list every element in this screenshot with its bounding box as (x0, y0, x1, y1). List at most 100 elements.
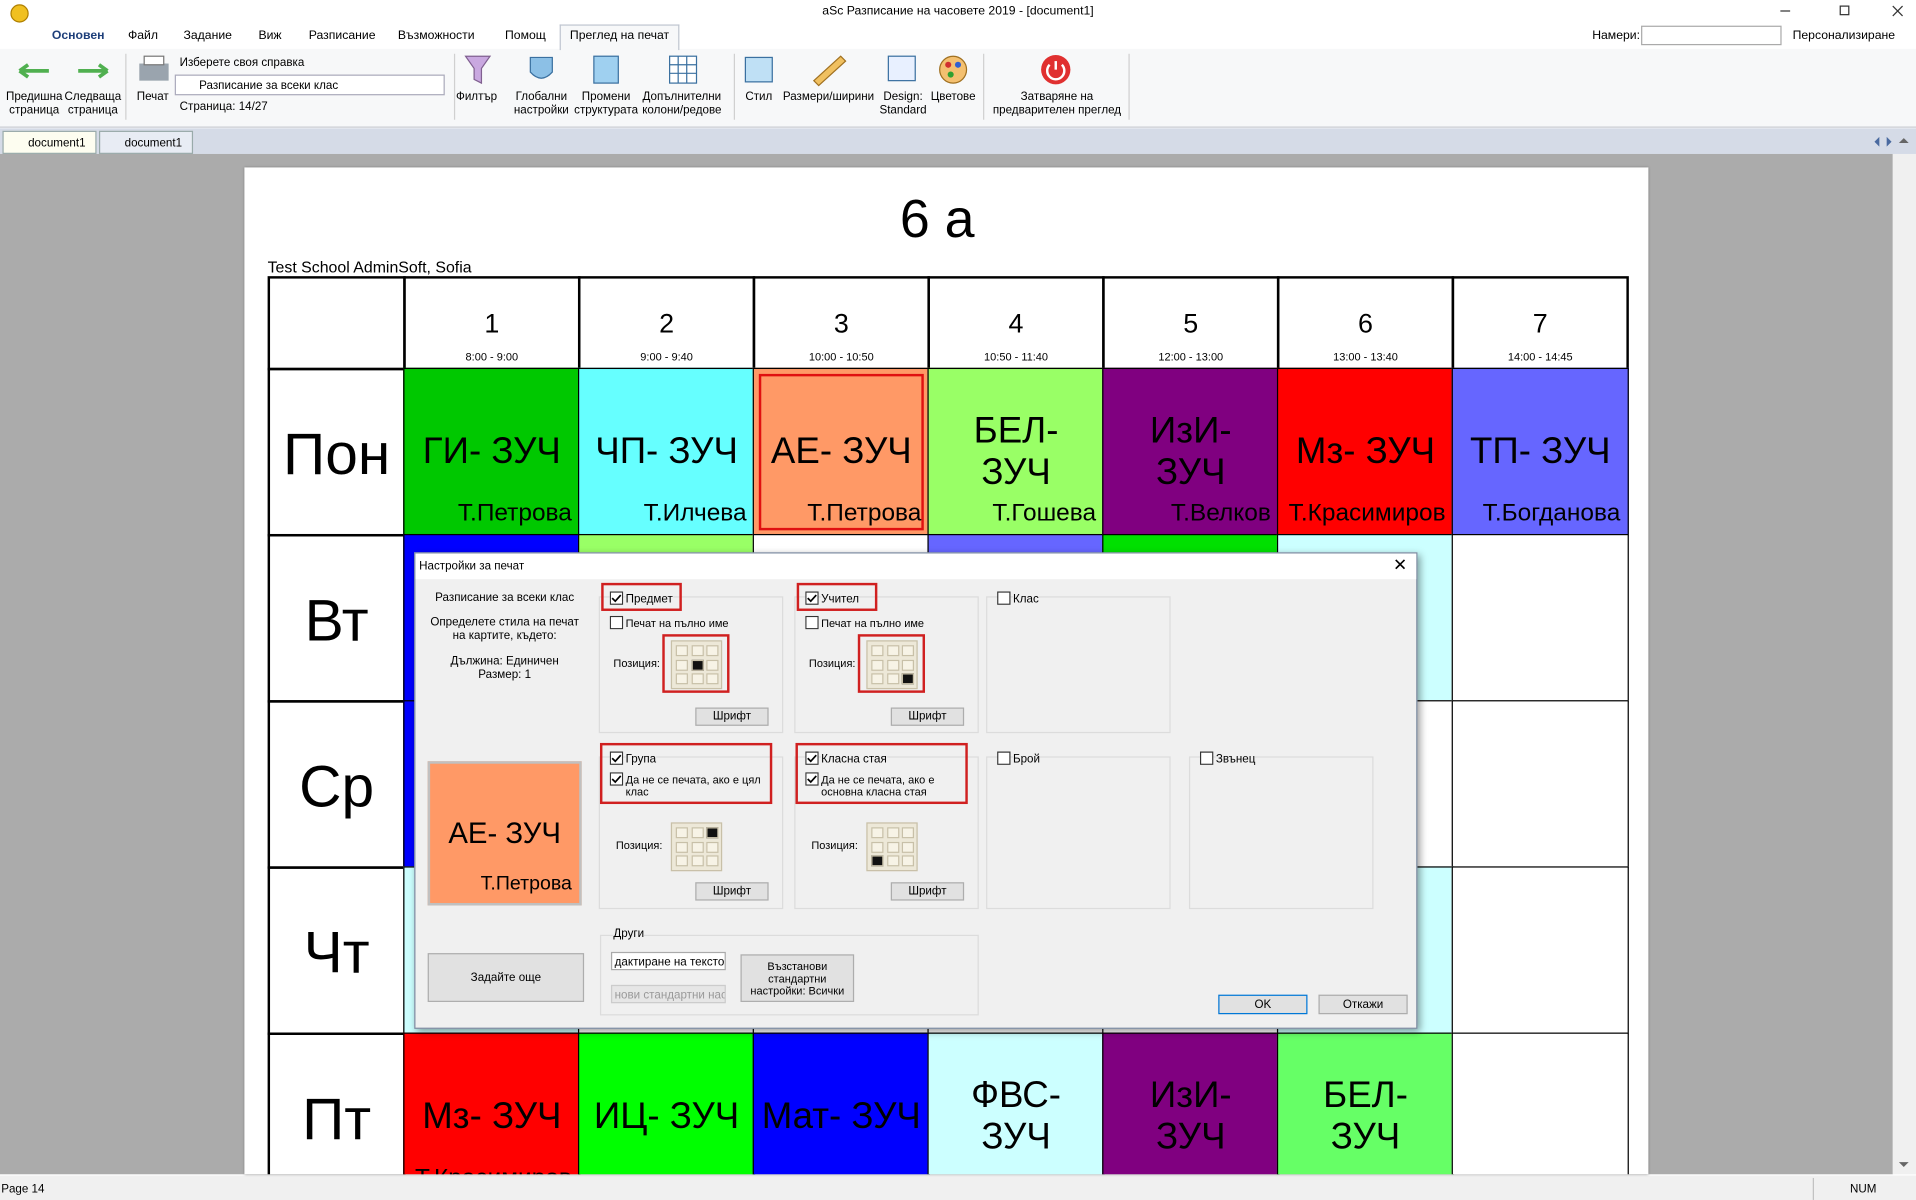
position-cell[interactable] (706, 645, 719, 657)
position-cell[interactable] (691, 645, 704, 657)
position-cell[interactable] (871, 659, 884, 671)
position-cell[interactable] (691, 673, 704, 685)
position-cell[interactable] (886, 841, 899, 853)
position-cell[interactable] (886, 659, 899, 671)
group-checkbox-label[interactable]: Звънец (1215, 752, 1256, 767)
checkbox[interactable] (609, 751, 624, 765)
position-cell[interactable] (901, 645, 915, 657)
menu-tab[interactable]: Възможности (397, 29, 475, 43)
ribbon-button[interactable]: Промени структурата (574, 90, 639, 118)
menu-tab[interactable]: Помощ (505, 29, 546, 43)
ribbon-button[interactable]: Филтър (455, 90, 498, 104)
position-cell[interactable] (901, 841, 915, 853)
font-button[interactable]: Шрифт (695, 707, 769, 726)
ribbon-button[interactable]: Глобални настройки (513, 90, 569, 118)
checkbox[interactable] (609, 591, 624, 605)
position-cell[interactable] (871, 827, 884, 839)
new-default-input[interactable]: нови стандартни нас (610, 984, 726, 1004)
position-grid[interactable] (670, 640, 723, 690)
position-cell[interactable] (706, 673, 719, 685)
group-checkbox-label[interactable]: Класна стая (821, 752, 887, 767)
font-button[interactable]: Шрифт (695, 882, 769, 901)
more-button[interactable]: Задайте още (427, 953, 585, 1002)
position-grid[interactable] (866, 640, 918, 690)
position-cell[interactable] (691, 827, 704, 839)
position-cell[interactable] (691, 659, 704, 671)
position-cell[interactable] (871, 673, 884, 685)
ribbon-button[interactable]: Design: Standard (879, 90, 927, 118)
menu-tab[interactable]: Виж (258, 29, 282, 43)
font-button[interactable]: Шрифт (890, 707, 965, 726)
group-checkbox-label[interactable]: Предмет (625, 592, 673, 607)
doc-tab[interactable]: document1 (98, 130, 194, 154)
checkbox[interactable] (805, 615, 819, 630)
group-checkbox-label[interactable]: Група (625, 752, 657, 767)
menu-tab[interactable]: Файл (127, 29, 158, 43)
position-cell[interactable] (691, 855, 704, 867)
report-select[interactable]: Разписание за всеки клас (174, 74, 445, 96)
menu-tab[interactable]: Основен (51, 29, 105, 43)
ribbon-button[interactable]: Стил (745, 90, 773, 104)
position-grid[interactable] (670, 822, 723, 872)
position-cell[interactable] (901, 855, 915, 867)
group-checkbox-label[interactable]: Учител (821, 592, 860, 607)
ribbon-button[interactable]: Цветове (930, 90, 976, 104)
option-label[interactable]: Да не се печата, ако е цял клас (625, 773, 761, 798)
position-cell[interactable] (675, 841, 688, 853)
group-checkbox-label[interactable]: Брой (1012, 752, 1041, 767)
position-cell[interactable] (871, 645, 884, 657)
position-cell[interactable] (675, 855, 688, 867)
group-checkbox-label[interactable]: Клас (1012, 592, 1039, 607)
position-cell[interactable] (691, 841, 704, 853)
ribbon-button[interactable]: Размери/ширини (782, 90, 875, 104)
option-label[interactable]: Да не се печата, ако е основна класна ст… (821, 773, 935, 798)
checkbox[interactable] (997, 591, 1011, 605)
edit-text-input[interactable]: дактиране на текстов (610, 951, 726, 971)
next-page[interactable]: Следваща страница (64, 90, 122, 118)
option-label[interactable]: Печат на пълно име (625, 617, 729, 630)
checkbox[interactable] (805, 591, 819, 605)
position-cell[interactable] (675, 645, 688, 657)
position-cell[interactable] (886, 673, 899, 685)
ribbon-button[interactable]: Допълнителни колони/редове (642, 90, 722, 118)
position-cell[interactable] (706, 659, 719, 671)
position-cell[interactable] (675, 827, 688, 839)
menu-tab[interactable]: Задание (183, 29, 232, 43)
restore-button[interactable]: Възстанови стандартни настройки: Всички (740, 954, 855, 1002)
menu-tab[interactable]: Разписание (308, 29, 376, 43)
checkbox[interactable] (1199, 751, 1214, 765)
position-cell[interactable] (706, 827, 719, 839)
checkbox[interactable] (805, 772, 819, 786)
customize[interactable]: Персонализиране (1792, 29, 1896, 43)
checkbox[interactable] (997, 751, 1011, 765)
menu-tab[interactable]: Преглед на печат (569, 29, 670, 43)
prev-page[interactable]: Предишна страница (5, 90, 63, 118)
position-cell[interactable] (675, 673, 688, 685)
checkbox[interactable] (609, 615, 624, 630)
scrollbar[interactable] (1892, 153, 1916, 1175)
position-cell[interactable] (675, 659, 688, 671)
doc-tab[interactable]: document1 (2, 130, 97, 154)
position-cell[interactable] (901, 827, 915, 839)
font-button[interactable]: Шрифт (890, 882, 965, 901)
position-grid[interactable] (866, 822, 918, 872)
dialog-close[interactable]: ✕ (1393, 554, 1408, 575)
position-cell[interactable] (871, 841, 884, 853)
position-cell[interactable] (886, 645, 899, 657)
find-input[interactable] (1641, 25, 1782, 46)
position-cell[interactable] (886, 855, 899, 867)
position-cell[interactable] (871, 855, 884, 867)
position-cell[interactable] (706, 855, 719, 867)
position-cell[interactable] (901, 659, 915, 671)
option-label[interactable]: Печат на пълно име (821, 617, 925, 630)
checkbox[interactable] (609, 772, 624, 786)
cancel-button[interactable]: Откажи (1318, 994, 1408, 1015)
position-cell[interactable] (706, 841, 719, 853)
position-cell[interactable] (886, 827, 899, 839)
ok-button[interactable]: OK (1218, 994, 1308, 1015)
subject-box: ГИ- ЗУЧ (412, 393, 572, 510)
ribbon-button[interactable]: Затваряне на предварителен преглед (992, 90, 1122, 118)
print[interactable]: Печат (136, 90, 169, 104)
position-cell[interactable] (901, 673, 915, 685)
checkbox[interactable] (805, 751, 819, 765)
